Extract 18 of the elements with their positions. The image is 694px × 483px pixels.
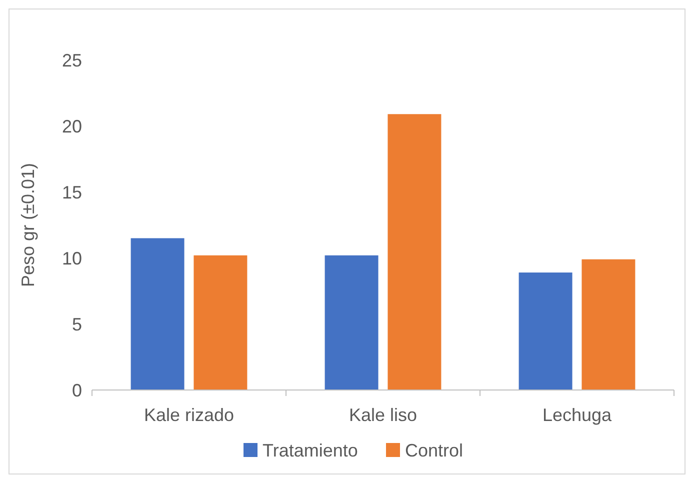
legend-label: Tratamiento xyxy=(262,440,358,460)
y-tick-label: 10 xyxy=(62,248,82,268)
bar xyxy=(324,255,378,390)
bar xyxy=(518,272,572,390)
bar xyxy=(130,238,184,390)
bar xyxy=(582,259,636,390)
x-tick-label: Lechuga xyxy=(542,405,613,425)
y-tick-label: 25 xyxy=(62,50,82,70)
y-tick-label: 5 xyxy=(72,314,82,334)
y-axis-title: Peso gr (±0.01) xyxy=(18,163,38,287)
legend-label: Control xyxy=(405,440,464,460)
y-tick-label: 15 xyxy=(62,182,82,202)
bar xyxy=(388,114,442,390)
x-tick-label: Kale liso xyxy=(348,405,418,425)
x-tick-label: Kale rizado xyxy=(144,405,234,425)
bar xyxy=(194,255,248,390)
y-tick-label: 0 xyxy=(72,380,82,400)
y-tick-label: 20 xyxy=(62,116,82,136)
